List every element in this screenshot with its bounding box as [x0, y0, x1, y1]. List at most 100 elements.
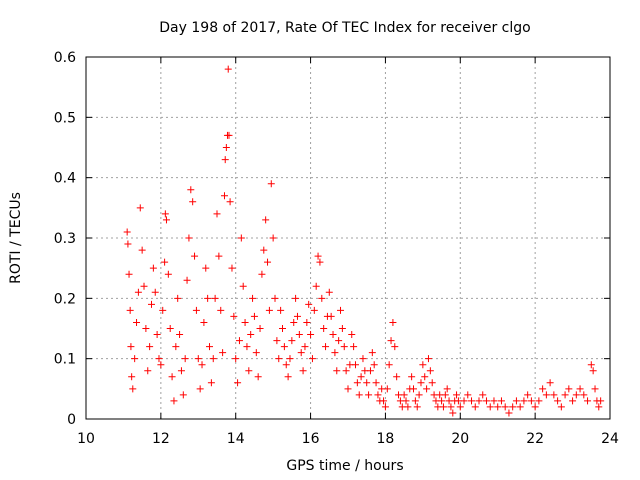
data-point: [280, 343, 288, 351]
data-point: [501, 403, 509, 411]
data-point: [389, 318, 397, 326]
data-point: [260, 246, 268, 254]
data-point: [391, 343, 399, 351]
data-point: [370, 361, 378, 369]
data-point: [381, 403, 389, 411]
data-point: [365, 391, 373, 399]
data-point: [357, 373, 365, 381]
data-point: [279, 325, 286, 332]
data-point: [237, 234, 245, 242]
data-point: [265, 306, 273, 314]
data-point: [355, 391, 363, 399]
data-point: [209, 355, 217, 363]
data-point: [421, 373, 429, 381]
data-point: [447, 403, 455, 411]
data-point: [134, 288, 142, 296]
data-point: [290, 318, 298, 326]
data-point: [128, 373, 136, 381]
data-point: [161, 210, 169, 218]
data-point: [245, 367, 253, 375]
y-tick-label: 0: [67, 412, 76, 428]
data-point: [591, 385, 599, 393]
data-point: [232, 355, 240, 363]
data-point: [239, 282, 247, 290]
data-point: [196, 385, 204, 393]
data-point: [170, 397, 178, 405]
data-point: [146, 343, 154, 351]
data-point: [252, 349, 260, 357]
data-point: [144, 367, 152, 375]
data-point: [524, 391, 532, 399]
data-point: [359, 355, 367, 363]
data-point: [213, 210, 221, 218]
x-tick-label: 20: [451, 431, 469, 447]
data-point: [471, 403, 479, 411]
y-tick-label: 0.1: [54, 352, 76, 368]
data-point: [443, 385, 451, 393]
data-point: [426, 367, 434, 375]
data-point: [335, 337, 343, 345]
data-point: [423, 385, 431, 393]
data-point: [318, 294, 326, 302]
data-point: [176, 331, 184, 339]
data-point: [273, 337, 281, 345]
data-point: [460, 397, 468, 405]
data-point: [124, 240, 132, 248]
data-point: [520, 397, 528, 405]
data-point: [380, 397, 388, 405]
data-point: [149, 264, 157, 272]
data-point: [531, 403, 539, 411]
data-point: [258, 270, 266, 278]
data-point: [419, 361, 427, 369]
data-point: [264, 258, 272, 266]
data-point: [181, 355, 189, 363]
data-point: [172, 343, 180, 351]
data-point: [217, 306, 225, 314]
data-point: [316, 258, 324, 266]
data-point: [127, 343, 135, 351]
x-tick-label: 18: [377, 431, 395, 447]
data-point: [234, 379, 242, 387]
data-point: [449, 409, 457, 417]
data-point: [479, 391, 487, 399]
data-point: [338, 325, 346, 332]
y-tick-label: 0.3: [54, 231, 76, 247]
data-point: [572, 391, 580, 399]
data-point: [166, 325, 174, 332]
data-point: [546, 379, 554, 387]
data-point: [374, 391, 382, 399]
data-point: [320, 325, 328, 332]
data-point: [250, 312, 258, 320]
data-point: [269, 234, 277, 242]
x-tick-label: 10: [77, 431, 95, 447]
data-point: [153, 331, 161, 339]
data-point: [275, 355, 283, 363]
data-point: [206, 343, 214, 351]
x-tick-label: 22: [526, 431, 544, 447]
data-point: [516, 403, 524, 411]
data-point: [125, 270, 133, 278]
data-point: [372, 379, 380, 387]
x-tick-label: 24: [601, 431, 619, 447]
data-point: [322, 343, 330, 351]
data-point: [159, 306, 167, 314]
data-point: [226, 198, 234, 206]
data-point: [576, 385, 584, 393]
data-point: [329, 331, 337, 339]
data-point: [327, 312, 335, 320]
data-point: [207, 379, 215, 387]
data-point: [494, 403, 502, 411]
data-point: [464, 391, 472, 399]
data-point: [408, 373, 416, 381]
data-point: [584, 397, 592, 405]
y-tick-label: 0.4: [54, 171, 76, 187]
data-point: [400, 391, 408, 399]
data-point: [565, 385, 573, 393]
data-point: [411, 397, 419, 405]
data-point: [211, 294, 219, 302]
y-tick-label: 0.5: [54, 110, 76, 126]
data-point: [333, 367, 341, 375]
data-point: [295, 331, 303, 339]
data-point: [262, 216, 270, 224]
